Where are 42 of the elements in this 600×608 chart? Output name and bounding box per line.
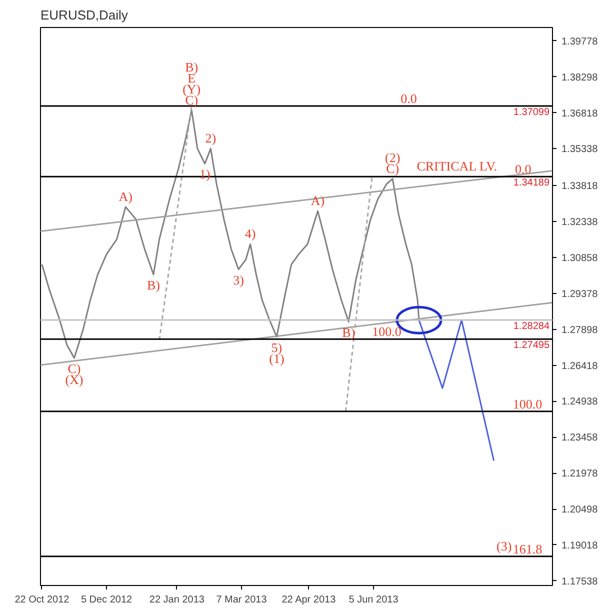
y-tick-label: 1.39778 bbox=[562, 36, 598, 48]
annotation: 4) bbox=[244, 226, 256, 242]
y-tick-label: 1.26418 bbox=[562, 360, 598, 372]
annotation: (3) bbox=[496, 538, 512, 554]
y-tick-label: 1.24938 bbox=[562, 396, 598, 408]
x-tick-label: 22 Jan 2013 bbox=[149, 594, 205, 606]
annotation: 2) bbox=[205, 130, 216, 146]
y-tick-label: 1.36818 bbox=[562, 108, 598, 120]
annotation: B) bbox=[342, 324, 356, 340]
annotation: 161.8 bbox=[512, 541, 542, 556]
y-tick-label: 1.21978 bbox=[562, 468, 598, 480]
y-tick-label: 1.27898 bbox=[562, 324, 598, 336]
y-tick-label: 1.33818 bbox=[562, 181, 598, 192]
y-tick-label: 1.29378 bbox=[562, 288, 598, 300]
annotation: 100.0 bbox=[372, 324, 402, 340]
x-tick-label: 22 Oct 2012 bbox=[14, 594, 70, 606]
ref-line-label: 1.28284 bbox=[513, 321, 550, 332]
y-tick-label: 1.35338 bbox=[562, 144, 598, 156]
annotation: (Y) bbox=[182, 81, 201, 96]
annotation: CRITICAL LV. bbox=[416, 158, 498, 174]
annotation: 0.0 bbox=[400, 90, 417, 106]
annotation: 3) bbox=[233, 272, 244, 288]
x-tick-label: 5 Dec 2012 bbox=[80, 594, 133, 606]
y-tick-label: 1.19018 bbox=[562, 540, 598, 552]
x-tick-label: 7 Mar 2013 bbox=[216, 594, 268, 606]
annotation: A) bbox=[310, 193, 325, 208]
ref-line-label: 1.37099 bbox=[513, 106, 550, 118]
y-tick-label: 1.20498 bbox=[562, 504, 598, 516]
y-tick-label: 1.17538 bbox=[562, 576, 598, 588]
y-tick-label: 1.38298 bbox=[562, 72, 598, 84]
annotation: B) bbox=[146, 277, 160, 292]
ref-line-label: 1.34189 bbox=[513, 178, 550, 189]
annotation: 0.0 bbox=[515, 162, 532, 177]
x-tick-label: 5 Jun 2013 bbox=[348, 594, 399, 606]
ref-line-label: 1.27495 bbox=[513, 340, 550, 352]
y-tick-label: 1.30858 bbox=[562, 253, 598, 264]
y-tick-label: 1.23458 bbox=[562, 432, 598, 444]
annotation: 100.0 bbox=[512, 396, 542, 412]
chart-title: EURUSD,Daily bbox=[40, 8, 128, 22]
x-tick-label: 22 Apr 2013 bbox=[282, 594, 336, 606]
y-tick-label: 1.32338 bbox=[562, 217, 598, 228]
annotation: A) bbox=[118, 188, 132, 204]
